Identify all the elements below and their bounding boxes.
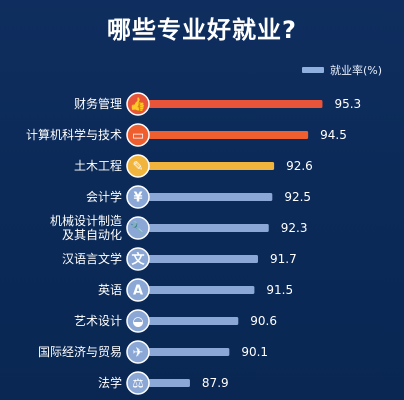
category-label: 国际经济与贸易 [38,344,122,359]
category-label: 土木工程 [74,158,122,173]
category-label: 会计学 [86,189,122,204]
wrench-icon-glyph: 🔧 [130,220,146,237]
category-label: 艺术设计 [74,314,122,328]
bar [138,193,273,201]
chart-title: 哪些专业好就业? [107,16,297,44]
category-label: 及其自动化 [62,228,122,242]
yen-icon-glyph: ¥ [133,191,142,206]
value-label: 92.6 [286,159,313,173]
text-icon-glyph: 文 [131,252,145,268]
value-label: 91.7 [270,252,297,266]
category-label: 计算机科学与技术 [26,127,122,142]
bar [138,317,239,325]
scales-icon-glyph: ⚖ [132,377,144,392]
value-label: 95.3 [334,97,361,111]
value-label: 94.5 [320,128,347,142]
bar [138,348,230,356]
thumbs-up-icon-glyph: 👍 [130,97,146,113]
bar [138,100,323,108]
category-label: 英语 [98,283,122,297]
legend: 就业率(%) [301,62,382,78]
airplane-icon [126,340,150,364]
airplane-icon-glyph: ✈ [133,346,144,361]
legend-label: 就业率(%) [329,64,382,77]
letter-a-icon [126,278,150,302]
bar [138,224,269,232]
palette-icon-glyph: ◒ [132,315,143,330]
legend-swatch [301,67,324,73]
category-label: 财务管理 [74,96,122,111]
wrench-icon [126,216,150,240]
value-label: 90.6 [250,314,277,328]
pencil-icon-glyph: ✎ [133,160,144,175]
bar [138,379,190,387]
text-icon [126,247,150,271]
scales-icon [126,371,150,395]
category-label: 机械设计制造 [50,213,122,228]
value-label: 92.5 [284,190,311,204]
bar [138,255,258,263]
monitor-icon [126,123,150,147]
value-label: 87.9 [202,376,229,390]
monitor-icon-glyph: ▭ [132,129,144,144]
value-label: 92.3 [281,221,308,235]
letter-a-icon-glyph: A [133,284,143,299]
category-label: 汉语言文学 [62,251,122,266]
yen-icon [126,185,150,209]
thumbs-up-icon [126,92,150,116]
pencil-icon [126,154,150,178]
value-label: 91.5 [266,283,293,297]
bar [138,131,309,139]
bar [138,162,275,170]
value-label: 90.1 [241,345,268,359]
category-label: 法学 [98,375,122,390]
bar [138,286,255,294]
palette-icon [126,309,150,333]
